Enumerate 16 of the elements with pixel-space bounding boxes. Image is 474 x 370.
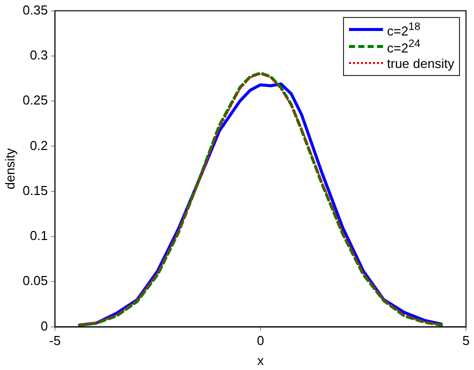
y-axis-title: density — [2, 148, 18, 190]
y-tick-label: 0.1 — [30, 228, 48, 244]
y-tick-label: 0.35 — [22, 2, 48, 18]
legend-label: c=2$^{18}$ — [387, 20, 420, 38]
y-tick-label: 0.05 — [22, 273, 48, 288]
x-tick-label: 5 — [462, 333, 470, 348]
legend-label: true density — [387, 56, 454, 71]
legend-label: c=2$^{24}$ — [387, 38, 420, 55]
y-tick-label: 0.15 — [22, 182, 48, 198]
y-tick-label: 0 — [40, 318, 48, 334]
y-tick-label: 0.2 — [30, 138, 48, 153]
x-tick-label: 0 — [256, 333, 264, 348]
y-tick-label: 0.25 — [22, 92, 48, 108]
x-axis-title: x — [257, 352, 264, 368]
x-tick-label: -5 — [49, 333, 61, 348]
y-tick-label: 0.3 — [30, 48, 48, 63]
